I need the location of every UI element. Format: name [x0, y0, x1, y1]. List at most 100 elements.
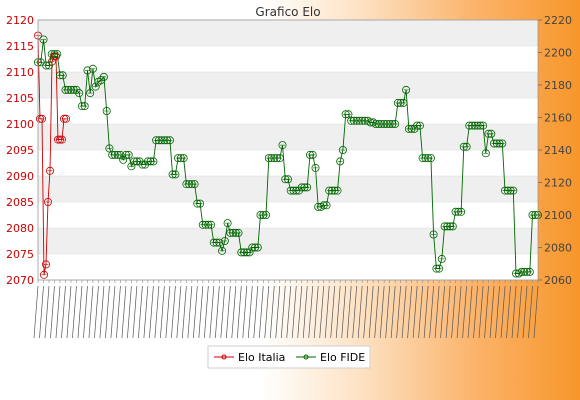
left-tick-label: 2105	[6, 92, 34, 105]
x-tick-label-mark	[44, 285, 50, 339]
data-point-elo-fide	[333, 186, 342, 195]
x-tick-label-mark	[39, 285, 44, 339]
x-tick-label-mark	[500, 285, 506, 339]
data-point-elo-fide	[426, 154, 435, 163]
data-point-elo-fide	[53, 50, 62, 59]
right-tick-label: 2140	[544, 144, 572, 157]
x-tick-label-mark	[88, 285, 94, 339]
x-tick-label-mark	[341, 285, 347, 339]
data-point-elo-fide	[234, 228, 243, 237]
right-tick-label: 2060	[544, 274, 572, 287]
x-tick-label-mark	[121, 285, 127, 339]
data-point-elo-fide	[338, 145, 347, 154]
data-point-elo-fide	[119, 155, 128, 164]
data-point-elo-fide	[303, 183, 312, 192]
data-point-elo-fide	[363, 116, 372, 125]
data-point-elo-fide	[91, 82, 100, 91]
x-tick-label-mark	[528, 285, 533, 339]
x-tick-label-mark	[242, 285, 248, 339]
legend-label-elo-fide: Elo FIDE	[320, 351, 365, 364]
data-point-elo-italia	[42, 260, 51, 269]
x-tick-label-mark	[368, 285, 374, 339]
left-tick-label: 2120	[6, 14, 34, 27]
data-point-elo-fide	[124, 150, 133, 159]
x-tick-label-mark	[220, 285, 226, 339]
data-point-elo-fide	[58, 71, 67, 80]
x-tick-label-mark	[209, 285, 215, 339]
data-point-elo-fide	[39, 35, 48, 44]
x-tick-label-mark	[473, 285, 478, 339]
x-tick-label-mark	[445, 285, 451, 339]
x-tick-label-mark	[143, 285, 149, 339]
data-point-elo-italia	[46, 166, 55, 175]
x-tick-label-mark	[138, 285, 143, 339]
x-tick-label-mark	[132, 285, 138, 339]
x-tick-label-mark	[176, 285, 182, 339]
x-tick-label-mark	[489, 285, 495, 339]
grid-band	[38, 20, 538, 46]
data-point-elo-fide	[99, 72, 108, 81]
data-point-elo-fide	[498, 139, 507, 148]
right-tick-label: 2100	[544, 209, 572, 222]
grid-band	[38, 228, 538, 254]
data-point-elo-fide	[336, 157, 345, 166]
data-point-elo-fide	[80, 102, 89, 111]
x-tick-label-mark	[77, 285, 83, 339]
x-tick-label-mark	[363, 285, 369, 339]
x-tick-label-mark	[127, 285, 132, 339]
x-tick-label-mark	[198, 285, 204, 339]
x-tick-label-mark	[506, 285, 511, 339]
right-tick-label: 2080	[544, 242, 572, 255]
x-tick-label-mark	[407, 285, 412, 339]
x-tick-label-mark	[203, 285, 209, 339]
right-tick-label: 2180	[544, 79, 572, 92]
x-tick-label-mark	[94, 285, 99, 339]
legend-marker-elo-fide	[303, 354, 309, 360]
x-tick-label-mark	[517, 285, 522, 339]
data-point-elo-fide	[399, 98, 408, 107]
data-point-elo-fide	[525, 267, 534, 276]
x-tick-label-mark	[451, 285, 456, 339]
data-point-elo-fide	[275, 154, 284, 163]
data-point-elo-fide	[207, 220, 216, 229]
x-tick-label-mark	[308, 285, 314, 339]
right-axis-ticks: 2060 2080 2100 2120 2140 2160 2180 2200 2220	[538, 14, 572, 287]
x-tick-label-mark	[434, 285, 440, 339]
data-point-elo-fide	[457, 207, 466, 216]
x-tick-label-mark	[429, 285, 434, 339]
x-tick-label-mark	[33, 285, 39, 339]
x-tick-label-mark	[171, 285, 176, 339]
right-tick-label: 2220	[544, 14, 572, 27]
legend-label-elo-italia: Elo Italia	[238, 351, 285, 364]
x-tick-label-mark	[390, 285, 396, 339]
data-point-elo-italia	[62, 114, 71, 123]
grid-band	[38, 72, 538, 98]
x-tick-label-mark	[346, 285, 352, 339]
x-tick-label-mark	[110, 285, 116, 339]
data-point-elo-fide	[437, 254, 446, 263]
data-point-elo-fide	[448, 222, 457, 231]
left-tick-label: 2110	[6, 66, 34, 79]
data-point-elo-fide	[487, 129, 496, 138]
x-tick-label-mark	[456, 285, 462, 339]
x-tick-label-mark	[116, 285, 121, 339]
x-tick-label-mark	[286, 285, 292, 339]
x-tick-label-mark	[231, 285, 237, 339]
x-tick-label-mark	[533, 285, 539, 339]
left-axis-ticks: 2070 2075 2080 2085 2090 2095 2100 2105 2110 2115…	[6, 14, 34, 287]
left-tick-label: 2095	[6, 144, 34, 157]
x-tick-label-mark	[511, 285, 517, 339]
x-tick-label-mark	[374, 285, 380, 339]
x-tick-label-mark	[72, 285, 77, 339]
data-point-elo-fide	[278, 141, 287, 150]
data-point-elo-fide	[165, 136, 174, 145]
x-tick-label-mark	[418, 285, 423, 339]
x-tick-label-mark	[264, 285, 270, 339]
data-point-elo-fide	[481, 149, 490, 158]
x-tick-label-mark	[105, 285, 110, 339]
grid-band	[38, 124, 538, 150]
data-point-elo-fide	[171, 170, 180, 179]
legend-marker-elo-italia	[221, 354, 227, 360]
x-tick-label-mark	[357, 285, 363, 339]
